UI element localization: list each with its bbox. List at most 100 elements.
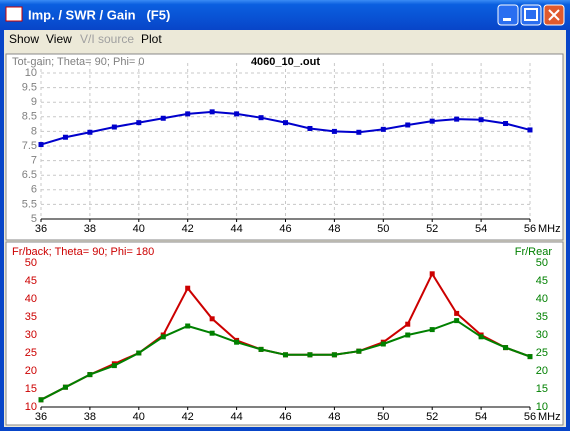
data-point [185, 111, 191, 117]
x-tick-label: 52 [426, 223, 438, 235]
x-tick-label: 56 [524, 223, 536, 235]
chart-panel [5, 241, 564, 426]
x-tick-label: 44 [230, 411, 242, 423]
data-point [478, 117, 484, 123]
x-tick-label: 56 [524, 411, 536, 423]
x-tick-label: 48 [328, 223, 340, 235]
x-tick-label: 50 [377, 223, 389, 235]
data-point [111, 363, 117, 369]
y-tick-label: 7 [31, 155, 37, 167]
data-point [429, 118, 435, 124]
data-point [209, 109, 215, 115]
data-point [160, 115, 166, 121]
title-bar [0, 0, 570, 30]
minimize-button[interactable] [497, 4, 519, 26]
data-point [503, 345, 509, 351]
data-point [331, 128, 337, 134]
series-label: Tot-gain; Theta= 90; Phi= 0 [12, 56, 145, 68]
data-point [185, 285, 191, 291]
data-point [111, 124, 117, 130]
y-tick-label: 7.5 [22, 140, 37, 152]
data-point [185, 323, 191, 329]
data-point [356, 129, 362, 135]
data-point [527, 127, 533, 133]
y-tick-label: 10 [25, 401, 37, 413]
data-point [234, 111, 240, 117]
y-tick-label: 8 [31, 125, 37, 137]
y-tick-label: 35 [25, 311, 37, 323]
data-point [136, 350, 142, 356]
x-tick-label: 48 [328, 411, 340, 423]
y-tick-label: 6.5 [22, 169, 37, 181]
chart-panel [5, 53, 564, 241]
data-point [356, 348, 362, 354]
data-point [283, 352, 288, 358]
y2-tick-label: 10 [536, 401, 548, 413]
y-tick-label: 25 [25, 347, 37, 359]
x-axis-label: MHz [538, 411, 561, 423]
data-point [405, 122, 411, 128]
y-tick-label: 20 [25, 365, 37, 377]
data-point [307, 125, 313, 131]
data-point [478, 334, 484, 340]
y2-tick-label: 35 [536, 311, 548, 323]
x-tick-label: 46 [279, 411, 291, 423]
data-point [136, 120, 142, 126]
series-label: Fr/back; Theta= 90; Phi= 180 [12, 246, 154, 258]
x-tick-label: 38 [84, 411, 96, 423]
x-tick-label: 42 [182, 223, 194, 235]
menu-item[interactable]: Plot [141, 32, 162, 46]
series-label: Fr/Rear [515, 246, 553, 258]
x-tick-label: 36 [35, 223, 47, 235]
maximize-button[interactable] [520, 4, 542, 26]
x-axis-label: MHz [538, 223, 561, 235]
y2-tick-label: 30 [536, 329, 548, 341]
y-tick-label: 45 [25, 275, 37, 287]
data-point [454, 318, 460, 324]
y-tick-label: 5 [31, 213, 37, 225]
close-button[interactable] [543, 4, 565, 26]
y2-tick-label: 45 [536, 275, 548, 287]
data-point [283, 120, 288, 126]
data-point [454, 310, 460, 316]
data-point [258, 115, 264, 121]
y-tick-label: 40 [25, 293, 37, 305]
x-tick-label: 40 [133, 411, 145, 423]
data-point [429, 327, 435, 333]
y2-tick-label: 25 [536, 347, 548, 359]
y2-tick-label: 20 [536, 365, 548, 377]
menu-item[interactable]: View [46, 32, 72, 46]
data-point [405, 332, 411, 338]
x-tick-label: 36 [35, 411, 47, 423]
data-point [62, 384, 68, 390]
y-tick-label: 6 [31, 184, 37, 196]
x-tick-label: 44 [230, 223, 242, 235]
menu-item[interactable]: Show [9, 32, 39, 46]
data-point [160, 334, 166, 340]
data-point [380, 126, 386, 132]
x-tick-label: 52 [426, 411, 438, 423]
chart-title: 4060_10_.out [251, 56, 320, 68]
y-tick-label: 8.5 [22, 111, 37, 123]
data-point [87, 372, 93, 378]
data-point [258, 346, 264, 352]
y-tick-label: 30 [25, 329, 37, 341]
x-tick-label: 38 [84, 223, 96, 235]
data-point [380, 341, 386, 347]
data-point [331, 352, 337, 358]
data-point [209, 316, 215, 322]
data-point [429, 271, 435, 277]
data-point [234, 339, 240, 345]
x-tick-label: 46 [279, 223, 291, 235]
x-tick-label: 40 [133, 223, 145, 235]
y2-tick-label: 50 [536, 257, 548, 269]
data-point [38, 142, 44, 148]
data-point [38, 397, 44, 403]
data-point [527, 354, 533, 360]
app-icon [5, 6, 23, 22]
x-tick-label: 54 [475, 411, 487, 423]
x-tick-label: 50 [377, 411, 389, 423]
data-point [405, 321, 411, 327]
y-tick-label: 9 [31, 96, 37, 108]
